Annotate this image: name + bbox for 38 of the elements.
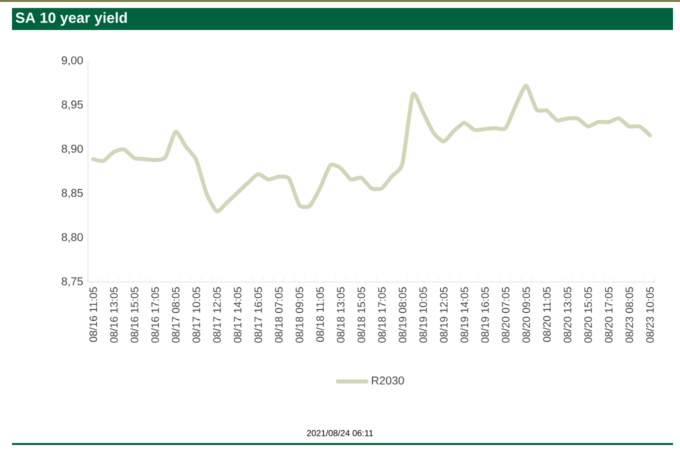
x-tick-label: 08/16 11:05 [89,287,98,342]
y-tick-label: 8,85 [62,188,83,198]
y-tick-label: 8,95 [62,100,83,110]
y-tick-label: 8,90 [62,144,83,154]
y-tick-label: 8,80 [62,233,83,242]
x-tick-label: 08/16 13:05 [110,287,118,343]
x-tick-label: 08/17 10:05 [192,287,200,343]
x-tick-label: 08/17 16:05 [254,287,262,343]
x-tick-label: 08/23 08:05 [625,287,634,343]
x-tick-label: 08/16 17:05 [151,287,159,343]
x-tick-label: 08/17 12:05 [212,287,221,343]
x-tick-label: 08/18 13:05 [336,287,344,343]
x-tick-label: 08/20 09:05 [522,287,530,343]
x-tick-label: 08/18 15:05 [357,287,366,343]
x-tick-label: 08/20 17:05 [604,287,613,343]
x-tick-label: 08/23 10:05 [646,287,654,343]
legend-label: R2030 [372,376,404,385]
x-tick-label: 08/16 15:05 [130,287,138,343]
x-tick-label: 08/18 07:05 [274,287,283,343]
x-tick-label: 08/20 15:05 [584,287,592,343]
text: 2021/08/24 06:11 [307,430,373,436]
x-tick-label: 08/18 17:05 [378,287,386,343]
x-tick-label: 08/18 09:05 [295,287,304,343]
x-tick-label: 08/18 11:05 [316,287,324,342]
x-tick-label: 08/19 10:05 [419,287,427,343]
x-tick-label: 08/19 12:05 [440,287,448,343]
x-tick-label: 08/17 14:05 [234,287,242,343]
x-tick-label: 08/20 13:05 [563,287,572,343]
x-tick-label: 08/19 14:05 [460,287,468,343]
y-tick-label: 9,00 [62,56,83,66]
x-tick-label: 08/19 08:05 [398,287,406,343]
x-tick-label: 08/17 08:05 [172,287,180,343]
y-tick-label: 8,75 [62,277,83,287]
line-series [91,84,652,214]
x-tick-label: 08/20 07:05 [502,287,510,343]
chart-title: SA 10 year yield [16,12,127,26]
x-tick-label: 08/19 16:05 [480,287,489,343]
x-tick-label: 08/20 11:05 [542,287,551,342]
